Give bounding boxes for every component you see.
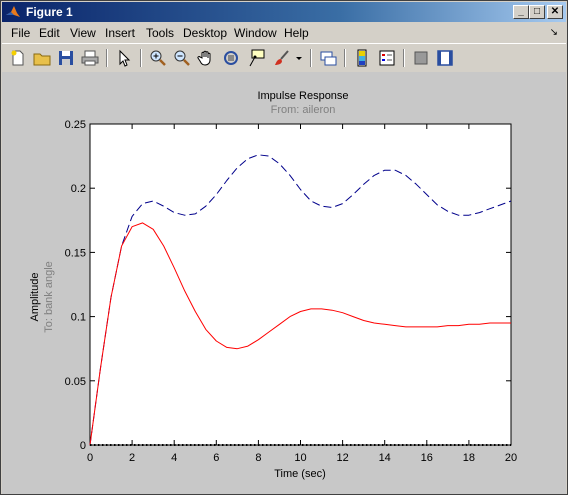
chart-title: Impulse Response xyxy=(257,90,348,102)
x-tick-label: 18 xyxy=(463,452,475,464)
y-axis-sublabel: To: bank angle xyxy=(43,261,55,333)
menu-file[interactable]: File xyxy=(11,26,31,40)
y-tick-label: 0.15 xyxy=(65,247,86,259)
menu-edit[interactable]: Edit xyxy=(39,26,60,40)
x-tick-label: 2 xyxy=(129,452,135,464)
insert-colorbar-icon[interactable] xyxy=(352,48,372,68)
x-tick-label: 12 xyxy=(336,452,348,464)
toolbar-separator xyxy=(310,49,312,67)
pointer-icon[interactable] xyxy=(114,48,134,68)
x-tick-label: 20 xyxy=(505,452,517,464)
x-tick-label: 16 xyxy=(421,452,433,464)
figure-toolbar xyxy=(2,43,566,73)
series-line-dashed xyxy=(89,154,512,446)
zoom-in-icon[interactable] xyxy=(148,48,168,68)
x-tick-label: 0 xyxy=(87,452,93,464)
maximize-button[interactable]: □ xyxy=(529,5,545,19)
data-cursor-icon[interactable] xyxy=(246,48,266,68)
show-plot-tools-icon[interactable] xyxy=(435,48,455,68)
menu-help[interactable]: Help xyxy=(284,26,309,40)
minimize-button[interactable]: _ xyxy=(513,5,529,19)
print-icon[interactable] xyxy=(80,48,100,68)
toolbar-separator xyxy=(403,49,405,67)
menu-desktop[interactable]: Desktop xyxy=(183,26,228,40)
zoom-out-icon[interactable] xyxy=(172,48,192,68)
x-tick-label: 10 xyxy=(294,452,306,464)
close-button[interactable]: ✕ xyxy=(547,5,563,19)
hide-plot-tools-icon[interactable] xyxy=(411,48,431,68)
menu-tools[interactable]: Tools xyxy=(146,26,175,40)
menu-view[interactable]: View xyxy=(70,26,96,40)
menu-bar: File Edit View Insert Tools Desktop Wind… xyxy=(2,23,566,43)
y-tick-label: 0 xyxy=(80,440,86,452)
chart-subtitle: From: aileron xyxy=(271,104,336,116)
toolbar-separator xyxy=(344,49,346,67)
plot-area xyxy=(89,123,512,446)
brush-dropdown-icon[interactable] xyxy=(294,48,304,68)
insert-legend-icon[interactable] xyxy=(377,48,397,68)
x-tick-label: 8 xyxy=(255,452,261,464)
figure-canvas: Impulse Response From: aileron Time (sec… xyxy=(2,72,566,494)
x-tick-label: 4 xyxy=(171,452,177,464)
window-title: Figure 1 xyxy=(26,5,73,19)
y-tick-label: 0.25 xyxy=(65,119,86,131)
open-folder-icon[interactable] xyxy=(32,48,52,68)
impulse-response-chart[interactable]: Impulse Response From: aileron Time (sec… xyxy=(2,72,566,494)
dock-arrow-icon[interactable]: ↘ xyxy=(549,27,558,38)
y-tick-label: 0.2 xyxy=(71,183,86,195)
x-tick-label: 6 xyxy=(213,452,219,464)
x-axis-label: Time (sec) xyxy=(274,468,326,480)
new-file-icon[interactable] xyxy=(8,48,28,68)
link-plot-icon[interactable] xyxy=(318,48,338,68)
brush-icon[interactable] xyxy=(272,48,292,68)
menu-insert[interactable]: Insert xyxy=(105,26,136,40)
rotate-3d-icon[interactable] xyxy=(221,48,241,68)
series-line-solid xyxy=(89,222,511,446)
matlab-logo-icon xyxy=(6,6,20,17)
y-tick-label: 0.05 xyxy=(65,376,86,388)
save-icon[interactable] xyxy=(56,48,76,68)
toolbar-separator xyxy=(140,49,142,67)
toolbar-separator xyxy=(106,49,108,67)
y-axis-label: Amplitude xyxy=(29,273,41,322)
title-bar[interactable]: Figure 1 _ □ ✕ xyxy=(2,2,566,22)
x-tick-label: 14 xyxy=(379,452,391,464)
y-tick-label: 0.1 xyxy=(71,312,86,324)
menu-window[interactable]: Window xyxy=(234,26,277,40)
pan-hand-icon[interactable] xyxy=(196,48,216,68)
